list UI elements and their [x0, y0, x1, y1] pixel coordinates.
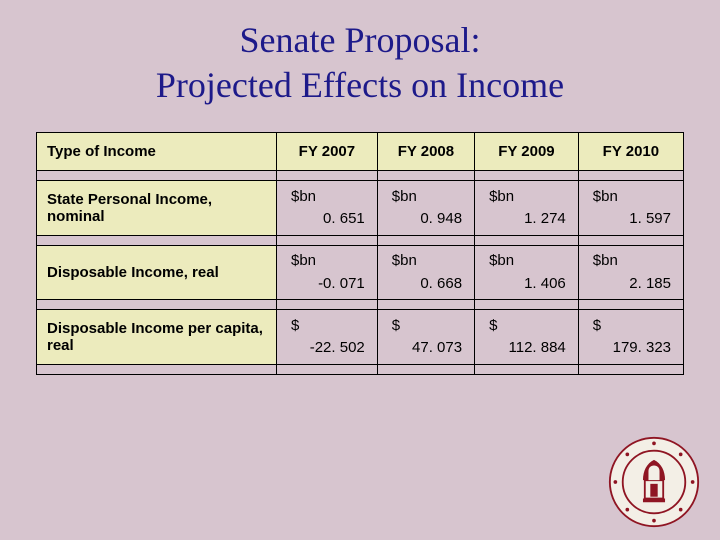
spacer-cell: [377, 236, 474, 246]
data-value: 1. 597: [587, 208, 675, 231]
data-value: -0. 071: [285, 273, 369, 296]
title-line-1: Senate Proposal:: [240, 20, 481, 60]
spacer-cell: [578, 171, 683, 181]
spacer-cell: [37, 171, 277, 181]
table-row: Disposable Income per capita, real $ -22…: [37, 310, 684, 365]
data-cell: $bn 0. 651: [277, 181, 378, 236]
data-cell: $bn 1. 406: [475, 246, 579, 300]
spacer-cell: [377, 171, 474, 181]
unit-label: $: [483, 315, 570, 338]
unit-label: $: [285, 315, 369, 338]
spacer-cell: [475, 171, 579, 181]
data-cell: $ 47. 073: [377, 310, 474, 365]
data-value: 0. 948: [386, 208, 466, 231]
spacer-cell: [475, 365, 579, 375]
data-value: 2. 185: [587, 273, 675, 296]
spacer-cell: [475, 236, 579, 246]
unit-label: $bn: [285, 250, 369, 273]
data-cell: $bn -0. 071: [277, 246, 378, 300]
income-table: Type of Income FY 2007 FY 2008 FY 2009 F…: [36, 132, 684, 375]
table-header-row: Type of Income FY 2007 FY 2008 FY 2009 F…: [37, 133, 684, 171]
spacer-cell: [377, 365, 474, 375]
data-cell: $bn 0. 668: [377, 246, 474, 300]
spacer-cell: [578, 365, 683, 375]
row-label: Disposable Income, real: [37, 246, 277, 300]
spacer-row: [37, 236, 684, 246]
table-row: State Personal Income, nominal $bn 0. 65…: [37, 181, 684, 236]
spacer-cell: [277, 236, 378, 246]
spacer-cell: [578, 236, 683, 246]
data-cell: $ 179. 323: [578, 310, 683, 365]
spacer-row: [37, 365, 684, 375]
unit-label: $bn: [386, 250, 466, 273]
spacer-cell: [37, 365, 277, 375]
data-value: 0. 668: [386, 273, 466, 296]
data-value: 1. 274: [483, 208, 570, 231]
data-value: 112. 884: [483, 337, 570, 360]
data-cell: $bn 1. 597: [578, 181, 683, 236]
unit-label: $: [587, 315, 675, 338]
spacer-cell: [37, 300, 277, 310]
title-line-2: Projected Effects on Income: [156, 65, 564, 105]
col-header-fy2009: FY 2009: [475, 133, 579, 171]
unit-label: $bn: [587, 250, 675, 273]
unit-label: $: [386, 315, 466, 338]
data-value: -22. 502: [285, 337, 369, 360]
data-cell: $bn 0. 948: [377, 181, 474, 236]
spacer-cell: [277, 171, 378, 181]
unit-label: $bn: [587, 186, 675, 209]
data-value: 179. 323: [587, 337, 675, 360]
spacer-cell: [277, 300, 378, 310]
institution-seal-icon: [608, 436, 700, 528]
data-cell: $bn 1. 274: [475, 181, 579, 236]
data-value: 0. 651: [285, 208, 369, 231]
spacer-row: [37, 171, 684, 181]
table-row: Disposable Income, real $bn -0. 071 $bn …: [37, 246, 684, 300]
row-label: State Personal Income, nominal: [37, 181, 277, 236]
data-value: 1. 406: [483, 273, 570, 296]
col-header-fy2007: FY 2007: [277, 133, 378, 171]
col-header-type: Type of Income: [37, 133, 277, 171]
col-header-fy2008: FY 2008: [377, 133, 474, 171]
spacer-cell: [475, 300, 579, 310]
data-value: 47. 073: [386, 337, 466, 360]
unit-label: $bn: [483, 250, 570, 273]
spacer-row: [37, 300, 684, 310]
row-label: Disposable Income per capita, real: [37, 310, 277, 365]
unit-label: $bn: [285, 186, 369, 209]
data-cell: $bn 2. 185: [578, 246, 683, 300]
unit-label: $bn: [386, 186, 466, 209]
spacer-cell: [277, 365, 378, 375]
spacer-cell: [377, 300, 474, 310]
spacer-cell: [578, 300, 683, 310]
income-table-container: Type of Income FY 2007 FY 2008 FY 2009 F…: [36, 132, 684, 375]
slide-title: Senate Proposal: Projected Effects on In…: [0, 0, 720, 108]
col-header-fy2010: FY 2010: [578, 133, 683, 171]
data-cell: $ 112. 884: [475, 310, 579, 365]
data-cell: $ -22. 502: [277, 310, 378, 365]
spacer-cell: [37, 236, 277, 246]
unit-label: $bn: [483, 186, 570, 209]
